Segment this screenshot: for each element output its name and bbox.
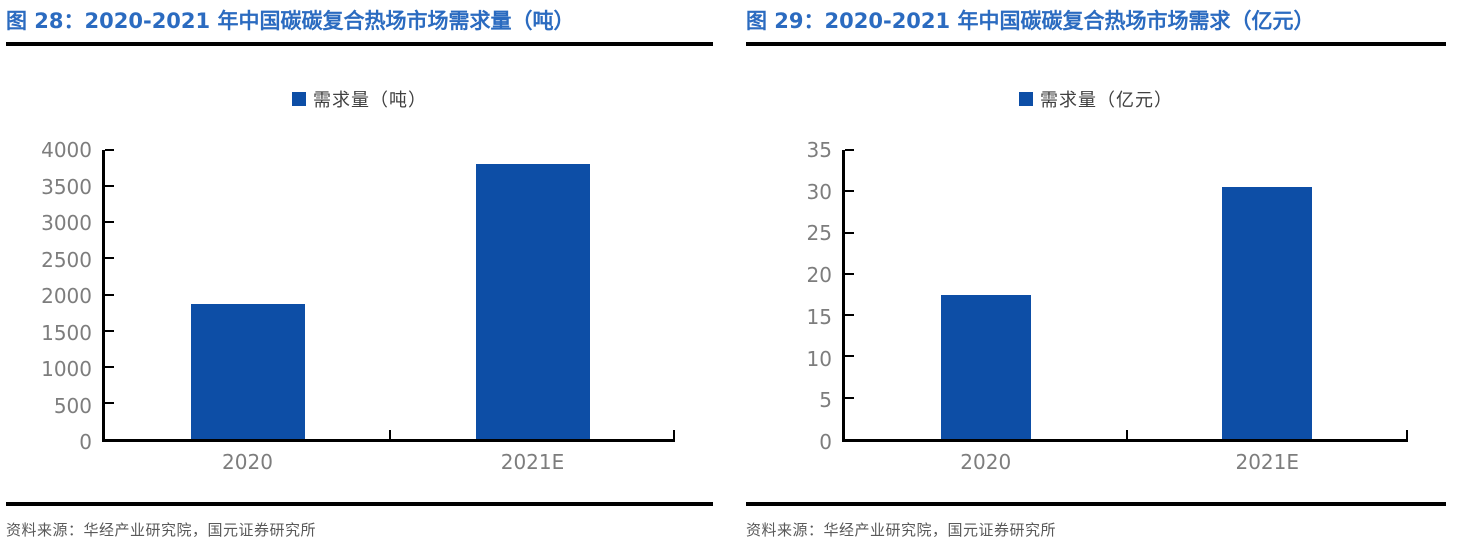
y-axis-label: 35 — [806, 138, 832, 162]
y-axis-tick — [105, 257, 114, 260]
bar-2021E — [475, 164, 590, 439]
y-axis-tick — [105, 329, 114, 332]
y-axis-label: 500 — [53, 393, 92, 418]
y-axis-label: 25 — [806, 221, 832, 246]
legend-marker-icon — [292, 92, 306, 106]
x-axis-label: 2020 — [222, 450, 273, 474]
figure-29: 图 29：2020-2021 年中国碳碳复合热场市场需求（亿元） 需求量（亿元）… — [733, 0, 1466, 548]
y-axis-tick — [845, 190, 854, 193]
y-axis-label: 30 — [806, 179, 832, 204]
legend-label: 需求量（亿元） — [1040, 90, 1173, 111]
y-axis-tick — [845, 272, 854, 275]
figure-title: 图 29：2020-2021 年中国碳碳复合热场市场需求（亿元） — [746, 9, 1315, 33]
x-axis-label: 2021E — [500, 450, 565, 474]
x-axis-label: 2020 — [960, 450, 1012, 474]
x-axis-label: 2021E — [1235, 450, 1300, 474]
y-axis-tick — [845, 149, 854, 151]
bar-2020 — [190, 303, 305, 439]
y-axis-label: 5 — [819, 388, 832, 413]
y-axis-label: 1000 — [41, 357, 92, 381]
y-axis-tick — [105, 221, 114, 224]
bar-chart: 4000 3500 3000 2500 2000 1500 1000 500 0 2020 202… — [6, 140, 713, 474]
figure-28: 图 28：2020-2021 年中国碳碳复合热场市场需求量（吨） 需求量（吨） … — [0, 0, 733, 548]
legend: 需求量（亿元） — [746, 88, 1446, 111]
x-axis-tick — [673, 430, 675, 439]
bar-2020 — [940, 294, 1031, 439]
source-divider — [6, 502, 713, 506]
bar-chart: 35 30 25 20 15 10 5 0 2020 2021E — [746, 140, 1446, 474]
y-axis-label: 0 — [79, 430, 92, 454]
source-divider — [746, 502, 1446, 506]
legend-label: 需求量（吨） — [313, 90, 427, 111]
plot-area: 2020 2021E — [102, 149, 675, 474]
y-axis-label: 2000 — [41, 284, 92, 308]
bar-2021E — [1222, 187, 1313, 439]
x-axis-tick — [1125, 430, 1128, 439]
y-axis-label: 3500 — [41, 174, 92, 199]
source-note: 资料来源：华经产业研究院，国元证券研究所 — [6, 521, 317, 539]
legend-marker-icon — [1019, 92, 1033, 106]
y-axis-label: 10 — [806, 346, 832, 371]
y-axis-label: 1500 — [41, 320, 92, 345]
y-axis-label: 15 — [806, 304, 832, 329]
y-axis-label: 3000 — [41, 211, 92, 235]
y-axis-label: 0 — [819, 430, 832, 454]
legend: 需求量（吨） — [6, 88, 713, 111]
y-axis-tick — [845, 396, 854, 399]
plot-area: 2020 2021E — [842, 149, 1408, 474]
y-axis-labels: 4000 3500 3000 2500 2000 1500 1000 500 0 — [6, 140, 102, 452]
y-axis-tick — [105, 185, 114, 188]
y-axis-tick — [845, 314, 854, 317]
x-axis-tick — [389, 430, 391, 439]
y-axis-tick — [845, 355, 854, 358]
y-axis-labels: 35 30 25 20 15 10 5 0 — [746, 140, 842, 452]
y-axis-tick — [105, 401, 114, 404]
figure-title: 图 28：2020-2021 年中国碳碳复合热场市场需求量（吨） — [6, 9, 575, 33]
source-note: 资料来源：华经产业研究院，国元证券研究所 — [746, 521, 1057, 539]
y-axis-tick — [105, 149, 114, 151]
y-axis-label: 2500 — [41, 247, 92, 272]
y-axis-tick — [105, 293, 114, 296]
title-divider — [6, 42, 713, 46]
x-axis-tick — [1406, 430, 1408, 439]
y-axis-label: 20 — [806, 263, 832, 288]
y-axis-label: 4000 — [41, 138, 92, 162]
y-axis-tick — [105, 365, 114, 368]
title-divider — [746, 42, 1446, 46]
y-axis-tick — [845, 231, 854, 234]
